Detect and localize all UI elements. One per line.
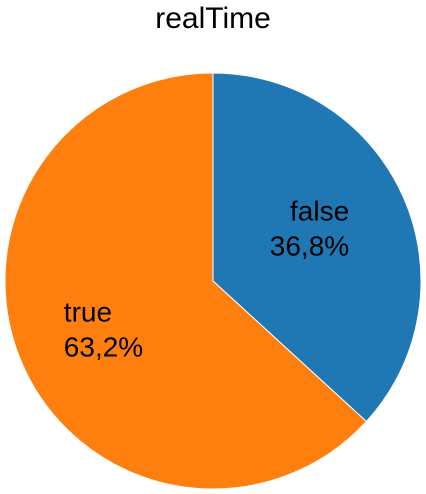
pie-slices [4, 72, 422, 490]
slice-label-false: false [290, 196, 349, 227]
slice-label-true: true [64, 296, 112, 327]
pie-labels: false 36,8% true 63,2% [64, 196, 349, 363]
chart-title: realTime [155, 2, 271, 35]
pie-slice-true [4, 72, 368, 490]
slice-percent-true: 63,2% [64, 331, 143, 362]
pie-slice-false [212, 72, 422, 423]
slice-percent-false: 36,8% [270, 231, 349, 262]
